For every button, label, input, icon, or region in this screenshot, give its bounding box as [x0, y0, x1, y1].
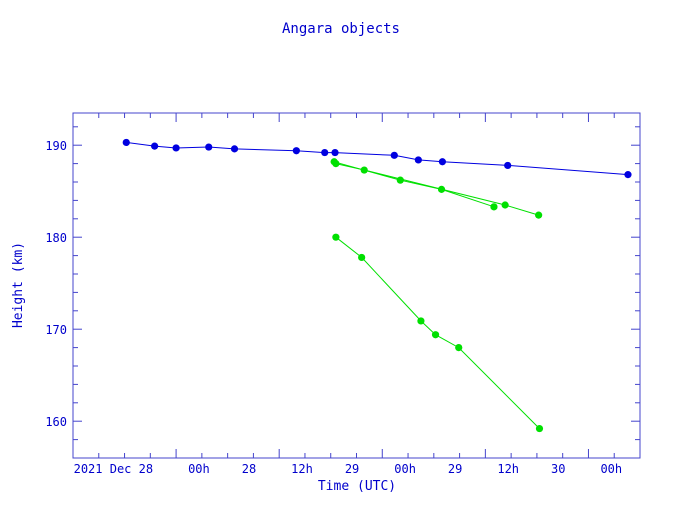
- x-tick-label: 29: [448, 462, 462, 476]
- data-point: [417, 317, 425, 325]
- x-tick-label: 00h: [600, 462, 622, 476]
- data-point: [504, 161, 512, 170]
- x-tick-label: 12h: [497, 462, 519, 476]
- y-tick-label: 160: [45, 415, 67, 429]
- data-point: [205, 143, 213, 151]
- series-line-3: [335, 163, 539, 216]
- y-tick-label: 190: [45, 139, 67, 153]
- data-point: [332, 160, 340, 168]
- data-point: [172, 144, 180, 152]
- data-point: [535, 424, 544, 433]
- series-line-4: [335, 236, 540, 429]
- x-tick-label: 30: [551, 462, 565, 476]
- data-point: [501, 201, 509, 209]
- data-point: [455, 344, 463, 352]
- data-point: [358, 253, 366, 262]
- data-point: [321, 148, 329, 157]
- data-point: [396, 176, 404, 184]
- data-point: [331, 148, 339, 157]
- x-tick-label: 00h: [188, 462, 210, 476]
- y-tick-label: 180: [45, 231, 67, 245]
- x-tick-label: 12h: [291, 462, 313, 476]
- data-point: [624, 171, 632, 179]
- x-tick-label: 28: [242, 462, 256, 476]
- x-axis-label: Time (UTC): [318, 479, 396, 494]
- y-axis-label: Height (km): [11, 242, 26, 328]
- data-point: [230, 145, 239, 153]
- series-layer: [122, 138, 632, 433]
- chart-title: Angara objects: [282, 21, 400, 37]
- y-tick-label: 170: [45, 323, 67, 337]
- data-point: [438, 158, 447, 166]
- data-point: [431, 331, 440, 339]
- series-line-1: [126, 141, 629, 176]
- data-point: [414, 156, 422, 164]
- data-point: [360, 166, 368, 174]
- axes: 160 170 180 190 2021 Dec 28 00h 28 12h 29 00h 29 12…: [45, 113, 641, 476]
- data-point: [151, 142, 159, 150]
- data-point: [390, 151, 398, 159]
- x-tick-label: 00h: [394, 462, 416, 476]
- data-point: [122, 138, 130, 147]
- data-point: [292, 147, 300, 155]
- plot-frame: [72, 112, 641, 459]
- x-tick-label: 29: [345, 462, 359, 476]
- x-tick-label: 2021 Dec 28: [74, 462, 153, 476]
- data-point: [332, 233, 340, 241]
- data-point: [490, 203, 498, 211]
- data-point: [535, 211, 543, 219]
